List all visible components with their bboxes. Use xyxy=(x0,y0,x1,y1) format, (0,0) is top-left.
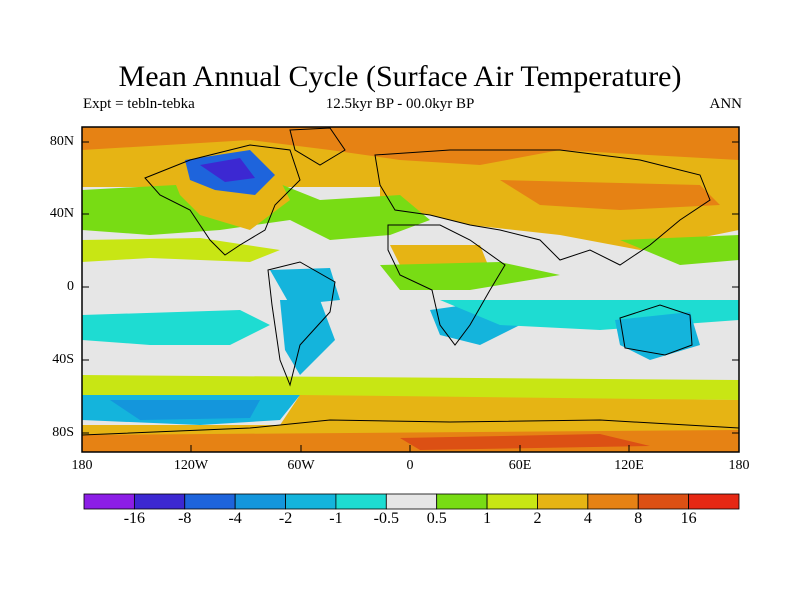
colorbar-tick-label: -4 xyxy=(228,510,242,527)
lon-label-180w: 180 xyxy=(71,458,93,473)
colorbar-swatch xyxy=(537,493,589,510)
experiment-label: Expt = tebln-tebka xyxy=(83,96,195,112)
colorbar-swatch xyxy=(83,493,135,510)
lat-label-40s: 40S xyxy=(52,352,74,367)
colorbar-tick-label: 8 xyxy=(634,510,643,527)
lon-label-180e: 180 xyxy=(728,458,750,473)
colorbar-tick-label: 2 xyxy=(533,510,542,527)
colorbar-swatch xyxy=(637,493,690,510)
colorbar-tick-label: 16 xyxy=(680,510,697,527)
lon-label-120w: 120W xyxy=(173,458,209,473)
colorbar-swatch xyxy=(587,493,639,510)
lon-label-0: 0 xyxy=(406,458,414,473)
colorbar-swatch xyxy=(335,493,387,510)
laurentide-very-cold-region xyxy=(200,158,255,182)
south-america-cool-region xyxy=(280,300,335,375)
colorbar-swatch xyxy=(436,493,488,510)
lat-label-80s: 80S xyxy=(52,425,74,440)
colorbar-swatch xyxy=(234,493,286,510)
southern-yellow-band xyxy=(82,375,739,400)
arctic-warm-region xyxy=(82,127,739,165)
colorbar-tick-label: 1 xyxy=(483,510,492,527)
colorbar-tick-label: -1 xyxy=(329,510,343,527)
colorbar-swatch xyxy=(285,493,337,510)
colorbar-swatch xyxy=(133,493,186,510)
lat-label-40n: 40N xyxy=(49,206,74,221)
tropical-green-band xyxy=(380,262,560,290)
lon-label-120e: 120E xyxy=(614,458,644,473)
colorbar-tick-label: -2 xyxy=(278,510,293,527)
lat-label-eq: 0 xyxy=(67,279,74,294)
australia-cool-region xyxy=(615,312,700,360)
colorbar-tick-label: -8 xyxy=(178,510,192,527)
lon-label-60e: 60E xyxy=(508,458,532,473)
south-pacific-cool-band xyxy=(82,310,270,345)
west-pacific-green-band xyxy=(620,235,739,265)
coastlines xyxy=(82,127,739,436)
amazon-cool-region xyxy=(270,268,340,305)
season-label: ANN xyxy=(709,96,743,112)
colorbar-tick-label: -16 xyxy=(123,510,146,527)
antarctica-hottest-patch xyxy=(400,434,650,450)
colorbar-tick-label: 0.5 xyxy=(426,510,447,527)
colorbar-swatch xyxy=(385,493,438,510)
colorbar-swatch xyxy=(184,493,236,510)
colorbar-tick-label: 4 xyxy=(583,510,592,527)
period-label: 12.5kyr BP - 00.0kyr BP xyxy=(325,96,475,112)
colorbar-swatch xyxy=(688,493,740,510)
siberia-hot-region xyxy=(500,180,720,210)
colorbar-tick-label: -0.5 xyxy=(373,510,399,527)
axis-ticks xyxy=(82,141,739,452)
lat-label-80n: 80N xyxy=(49,134,74,149)
plot-title: Mean Annual Cycle (Surface Air Temperatu… xyxy=(118,60,682,93)
lon-label-60w: 60W xyxy=(287,458,315,473)
south-pacific-colder-patch xyxy=(110,400,260,420)
colorbar-swatch xyxy=(486,493,538,510)
pacific-yellow-band xyxy=(82,238,280,262)
